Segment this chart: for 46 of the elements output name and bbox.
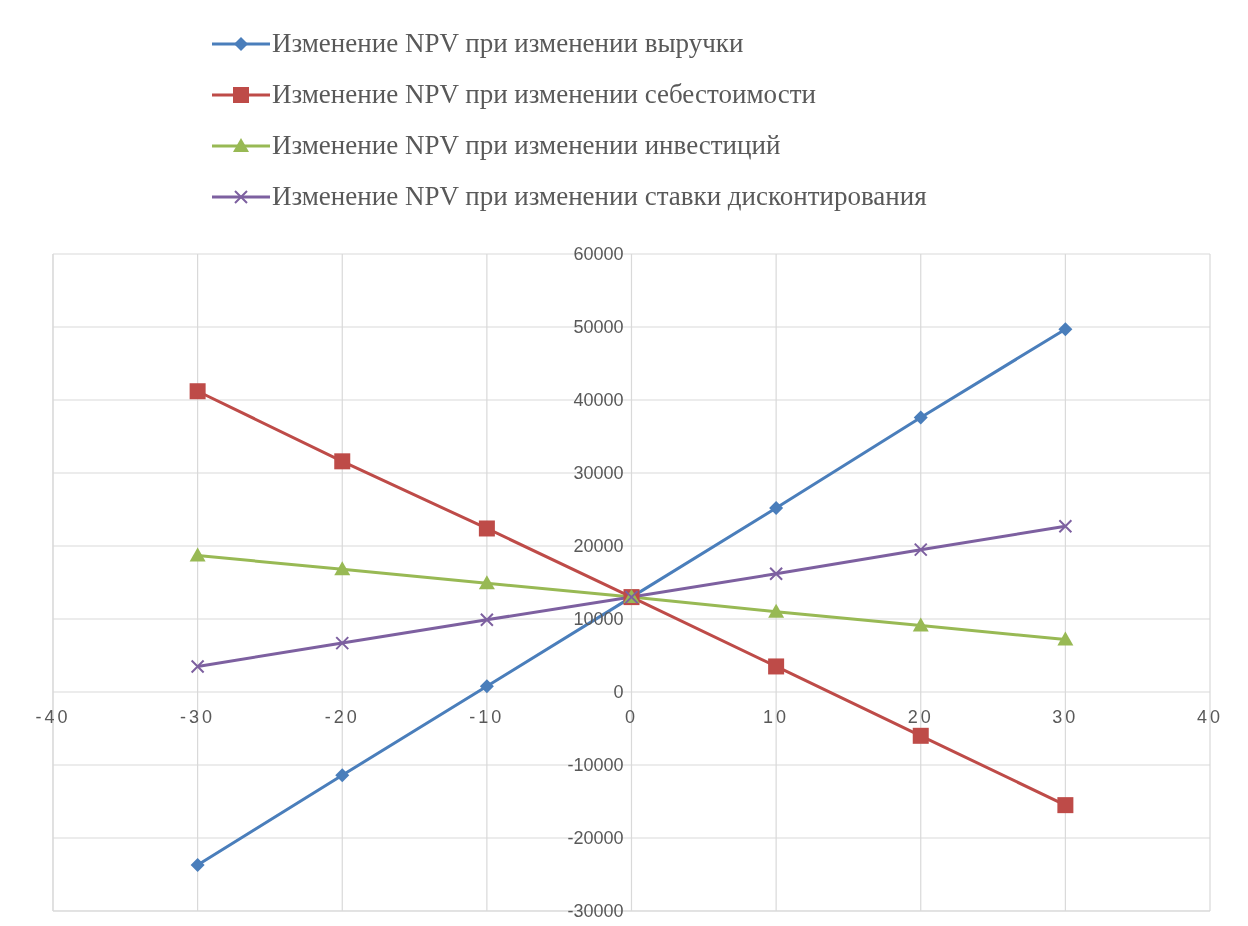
point xyxy=(1057,631,1074,646)
y-tick-label: -20000 xyxy=(567,828,624,848)
legend-label: Изменение NPV при изменении инвестиций xyxy=(272,130,781,161)
point xyxy=(913,542,928,557)
legend-label: Изменение NPV при изменении ставки дисконтирования xyxy=(272,181,927,212)
y-tick-label: 60000 xyxy=(573,244,624,264)
point xyxy=(479,679,494,694)
point xyxy=(1058,519,1073,534)
legend-label: Изменение NPV при изменении выручки xyxy=(272,28,744,59)
point xyxy=(335,768,350,783)
x-tick-label: 30 xyxy=(1052,707,1079,727)
point xyxy=(189,547,206,562)
point xyxy=(1058,322,1073,337)
point xyxy=(189,383,206,400)
point xyxy=(478,575,495,590)
point xyxy=(768,603,785,618)
y-tick-label: 30000 xyxy=(573,463,624,483)
y-tick-label: -30000 xyxy=(567,901,624,921)
point xyxy=(913,410,928,425)
point xyxy=(768,658,785,675)
y-tick-label: 20000 xyxy=(573,536,624,556)
point xyxy=(335,636,350,651)
x-tick-label: 10 xyxy=(763,707,790,727)
point xyxy=(1057,797,1074,814)
point xyxy=(912,727,929,744)
x-tick-label: -40 xyxy=(35,707,71,727)
point xyxy=(190,659,205,674)
x-tick-label: 0 xyxy=(624,707,639,727)
point xyxy=(912,617,929,632)
point xyxy=(479,612,494,627)
point xyxy=(190,858,205,873)
x-tick-label: 20 xyxy=(907,707,934,727)
y-tick-label: -10000 xyxy=(567,755,624,775)
x-tick-label: -20 xyxy=(324,707,360,727)
y-tick-label: 50000 xyxy=(573,317,624,337)
point xyxy=(478,520,495,537)
point xyxy=(769,566,784,581)
x-tick-label: -30 xyxy=(180,707,216,727)
point xyxy=(334,561,351,576)
point xyxy=(334,453,351,470)
y-tick-label: 40000 xyxy=(573,390,624,410)
x-tick-label: -10 xyxy=(469,707,505,727)
x-tick-label: 40 xyxy=(1196,707,1224,727)
point xyxy=(769,501,784,516)
y-tick-label: 0 xyxy=(613,682,624,702)
legend-label: Изменение NPV при изменении себестоимости xyxy=(272,79,816,110)
